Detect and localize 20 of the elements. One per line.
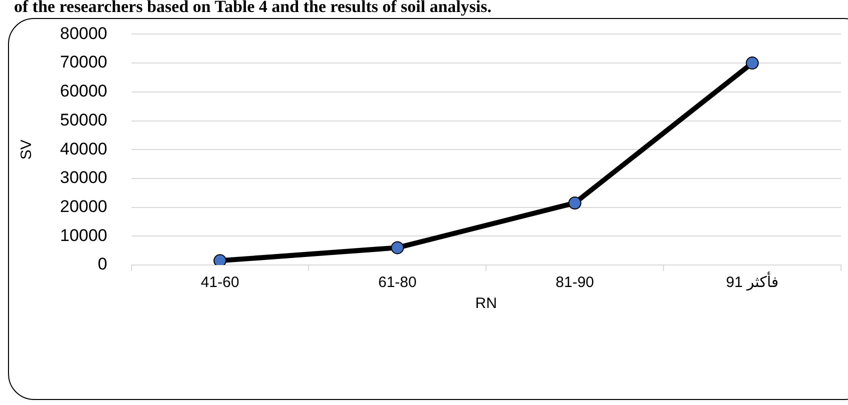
- y-axis-title: SV: [18, 140, 36, 160]
- y-tick-label: 80000: [60, 24, 108, 43]
- x-tick-label: 61-80: [378, 274, 417, 292]
- x-tick-label: 91 فأكثر: [726, 271, 779, 292]
- x-tick-label: 41-60: [200, 274, 240, 292]
- point: [568, 196, 582, 210]
- text: of the researchers based on Table 4 and the results of soil analysis.: [14, 0, 492, 17]
- y-tick-label: 20000: [60, 196, 108, 216]
- y-tick-label: 50000: [60, 110, 108, 130]
- y-tick-label: 70000: [60, 52, 108, 72]
- point: [746, 56, 759, 70]
- y-tick-label: 40000: [60, 139, 108, 158]
- y-tick-label: 10000: [60, 226, 108, 245]
- y-tick-label: 30000: [60, 168, 108, 188]
- x-axis-title: RN: [475, 295, 497, 312]
- y-tick-label: 60000: [60, 82, 108, 101]
- point: [390, 241, 404, 254]
- x-tick-label: 81-90: [556, 274, 594, 292]
- y-tick-label: 0: [98, 254, 108, 274]
- point: [213, 254, 226, 265]
